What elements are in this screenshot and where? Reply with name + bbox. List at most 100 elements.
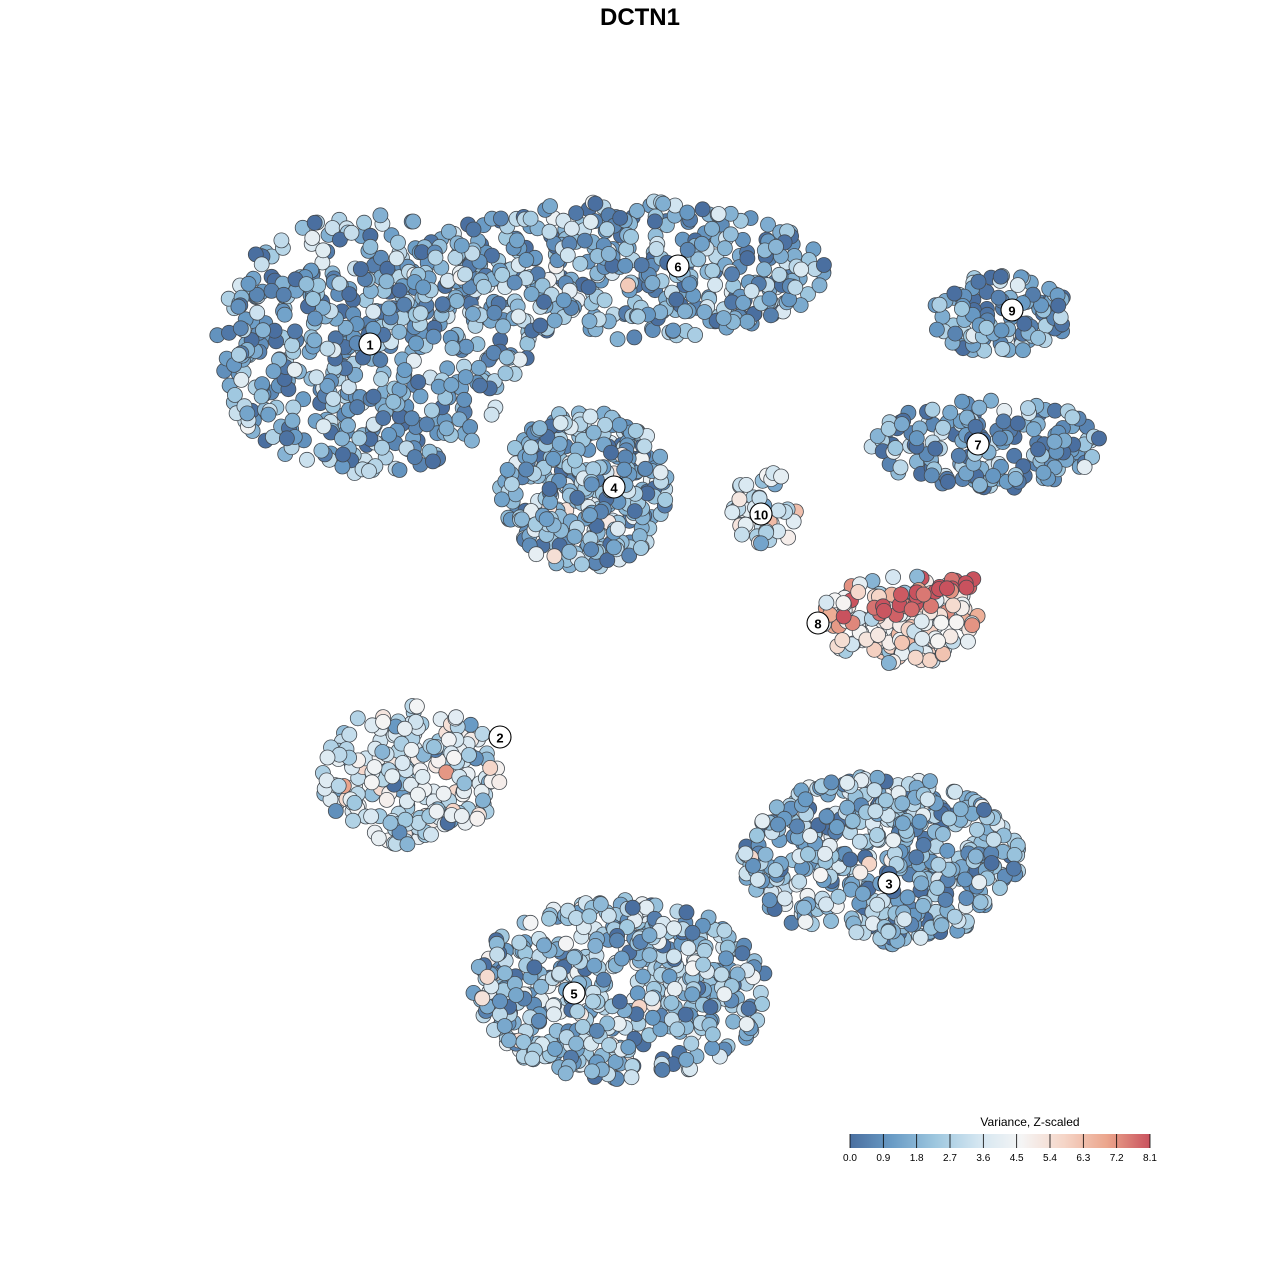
cell-point (586, 957, 603, 974)
cell-point (313, 442, 330, 459)
cell-point (852, 833, 868, 850)
cell-point (541, 481, 558, 497)
legend-tick-label: 3.6 (976, 1153, 990, 1164)
cell-point (315, 242, 332, 259)
cell-point (609, 520, 626, 537)
cell-point (734, 945, 751, 962)
cell-point (716, 922, 733, 939)
cell-point (626, 329, 643, 346)
cell-point (528, 546, 545, 563)
cell-point (1035, 464, 1052, 481)
cell-point (749, 871, 766, 888)
cell-point (479, 969, 496, 985)
cell-point (707, 276, 723, 293)
cell-point (1050, 297, 1067, 314)
cell-point (694, 201, 711, 218)
cluster-label-badge (602, 475, 626, 499)
cell-point (666, 948, 682, 965)
cell-point (818, 808, 835, 825)
cell-point (1020, 400, 1036, 417)
cell-point (418, 416, 435, 433)
cell-point (754, 996, 770, 1012)
cell-point (694, 235, 710, 252)
cell-point (935, 826, 951, 842)
cell-point (915, 586, 932, 603)
cell-point (374, 439, 390, 456)
cell-point (405, 352, 422, 369)
cell-point (542, 198, 558, 215)
cell-point (423, 402, 440, 419)
cell-point (835, 595, 852, 611)
cell-point (599, 552, 616, 569)
cell-point (912, 929, 929, 946)
cell-point (935, 419, 951, 436)
cell-point (796, 899, 812, 916)
cell-point (619, 919, 635, 935)
cell-point (523, 439, 539, 456)
cell-point (620, 1039, 637, 1056)
cell-point (923, 467, 940, 484)
legend-title: Variance, Z-scaled (980, 1115, 1079, 1129)
cell-point (757, 846, 774, 863)
cell-point (557, 1065, 574, 1082)
cell-point (305, 291, 321, 307)
cell-point (405, 213, 422, 230)
cell-point (315, 299, 331, 316)
cell-point (985, 831, 1002, 848)
cell-point (850, 584, 867, 600)
cell-point (668, 291, 685, 308)
cell-point (908, 849, 925, 866)
cell-point (773, 468, 789, 485)
cell-point (677, 1006, 694, 1023)
cell-point (396, 720, 413, 737)
cell-point (352, 261, 369, 277)
cell-point (457, 266, 474, 283)
cluster-label-badge (562, 981, 586, 1005)
cell-point (976, 802, 992, 818)
legend-tick-label: 4.5 (1010, 1153, 1024, 1164)
cell-point (644, 275, 661, 291)
cell-point (848, 924, 865, 941)
cell-point (1009, 277, 1026, 294)
cell-point (929, 321, 945, 338)
cell-point (946, 285, 963, 302)
cell-point (276, 306, 293, 323)
cell-point (596, 292, 613, 309)
cell-point (456, 775, 473, 792)
cell-point (547, 1041, 563, 1057)
cell-point (735, 294, 752, 311)
cell-point (378, 792, 395, 808)
cell-point (946, 908, 963, 925)
cluster-label-2: 2 (488, 725, 512, 749)
cell-point (724, 504, 741, 521)
cell-point (380, 300, 397, 317)
cell-point (797, 913, 814, 930)
cell-point (522, 210, 539, 227)
cell-point (492, 210, 509, 227)
cell-point (940, 473, 956, 490)
cell-point (435, 785, 452, 802)
cell-point (683, 1035, 700, 1052)
cluster-label-text: 5 (570, 987, 577, 1002)
cell-point (869, 827, 885, 843)
cell-point (340, 417, 356, 434)
cell-point (952, 801, 969, 818)
cell-point (915, 898, 931, 914)
cell-point (933, 917, 950, 934)
cell-point (469, 810, 486, 827)
cell-point (511, 351, 528, 368)
cell-point (226, 387, 243, 403)
cluster-label-badge (488, 725, 512, 749)
cell-point (253, 256, 270, 273)
cell-point (702, 999, 719, 1015)
cluster-label-text: 8 (814, 617, 821, 632)
cell-point (680, 940, 697, 956)
color-legend: Variance, Z-scaled 0.0 0.9 1.8 2.7 3.6 4.5 5.4… (843, 1115, 1157, 1164)
cell-point (396, 296, 413, 313)
cell-point (509, 232, 525, 249)
cell-point (609, 331, 626, 348)
cell-point (761, 892, 778, 908)
cell-point (933, 614, 950, 631)
cell-point (621, 547, 638, 564)
cell-point (492, 993, 508, 1010)
